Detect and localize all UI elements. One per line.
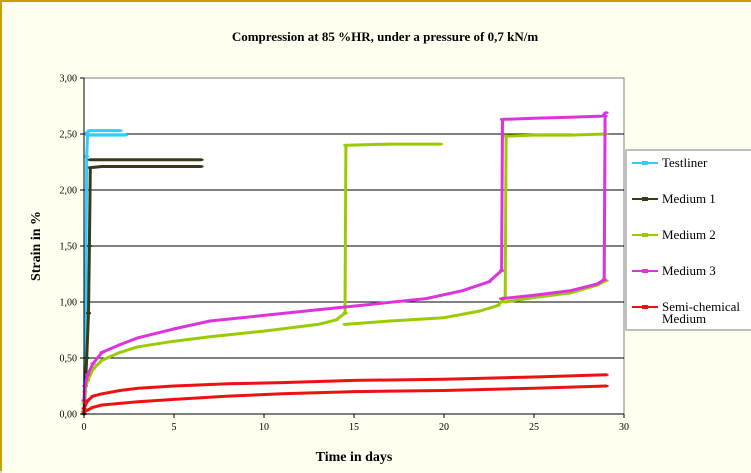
legend-box [625, 149, 751, 331]
axes: 0,00 0,50 1,00 1,50 2,00 2,50 3,00 0 5 10 15 20 25 30 [60, 74, 630, 434]
y-tick-label: 2,00 [60, 186, 78, 197]
legend-label-semi-chemical-medium: Semi-chemical Medium [662, 299, 740, 326]
x-tick-label: 25 [529, 422, 539, 433]
y-tick-label: 1,00 [60, 298, 78, 309]
series-line-medium-2 [344, 142, 442, 147]
series-line-medium-2 [343, 296, 507, 326]
y-tick-label: 0,00 [60, 410, 78, 421]
y-tick-label: 0,50 [60, 354, 78, 365]
x-tick-label: 30 [619, 422, 629, 433]
series-line-medium-2 [343, 143, 348, 315]
legend-label-medium-3: Medium 3 [662, 263, 716, 278]
series-layer [81, 111, 609, 416]
legend: Testliner Medium 1 Medium 2 Medium 3 Semi-ch… [625, 149, 751, 331]
x-tick-label: 0 [82, 422, 87, 433]
x-tick-label: 20 [439, 422, 449, 433]
y-tick-label: 2,50 [60, 130, 78, 141]
y-tick-label: 1,50 [60, 242, 78, 253]
x-axis-title: Time in days [316, 450, 393, 465]
series-line-testliner [85, 129, 122, 135]
series-line-medium-3 [602, 114, 607, 282]
series-semi-chemical-medium [81, 373, 609, 414]
legend-label-medium-1: Medium 1 [662, 191, 716, 206]
x-tick-label: 5 [172, 422, 177, 433]
legend-label-testliner: Testliner [662, 155, 708, 170]
x-tick-label: 15 [349, 422, 359, 433]
chart-title: Compression at 85 %HR, under a pressure … [232, 29, 539, 44]
series-medium-1 [81, 158, 204, 416]
y-tick-label: 3,00 [60, 74, 78, 85]
series-line-medium-2 [503, 134, 508, 299]
series-line-medium-3 [82, 269, 504, 403]
x-tick-label: 10 [259, 422, 269, 433]
series-medium-3 [81, 111, 609, 403]
series-line-medium-3 [500, 117, 504, 273]
series-line-medium-2 [504, 132, 608, 138]
y-axis-title: Strain in % [29, 211, 44, 281]
series-line-medium-1 [82, 165, 203, 416]
legend-label-medium-2: Medium 2 [662, 227, 716, 242]
